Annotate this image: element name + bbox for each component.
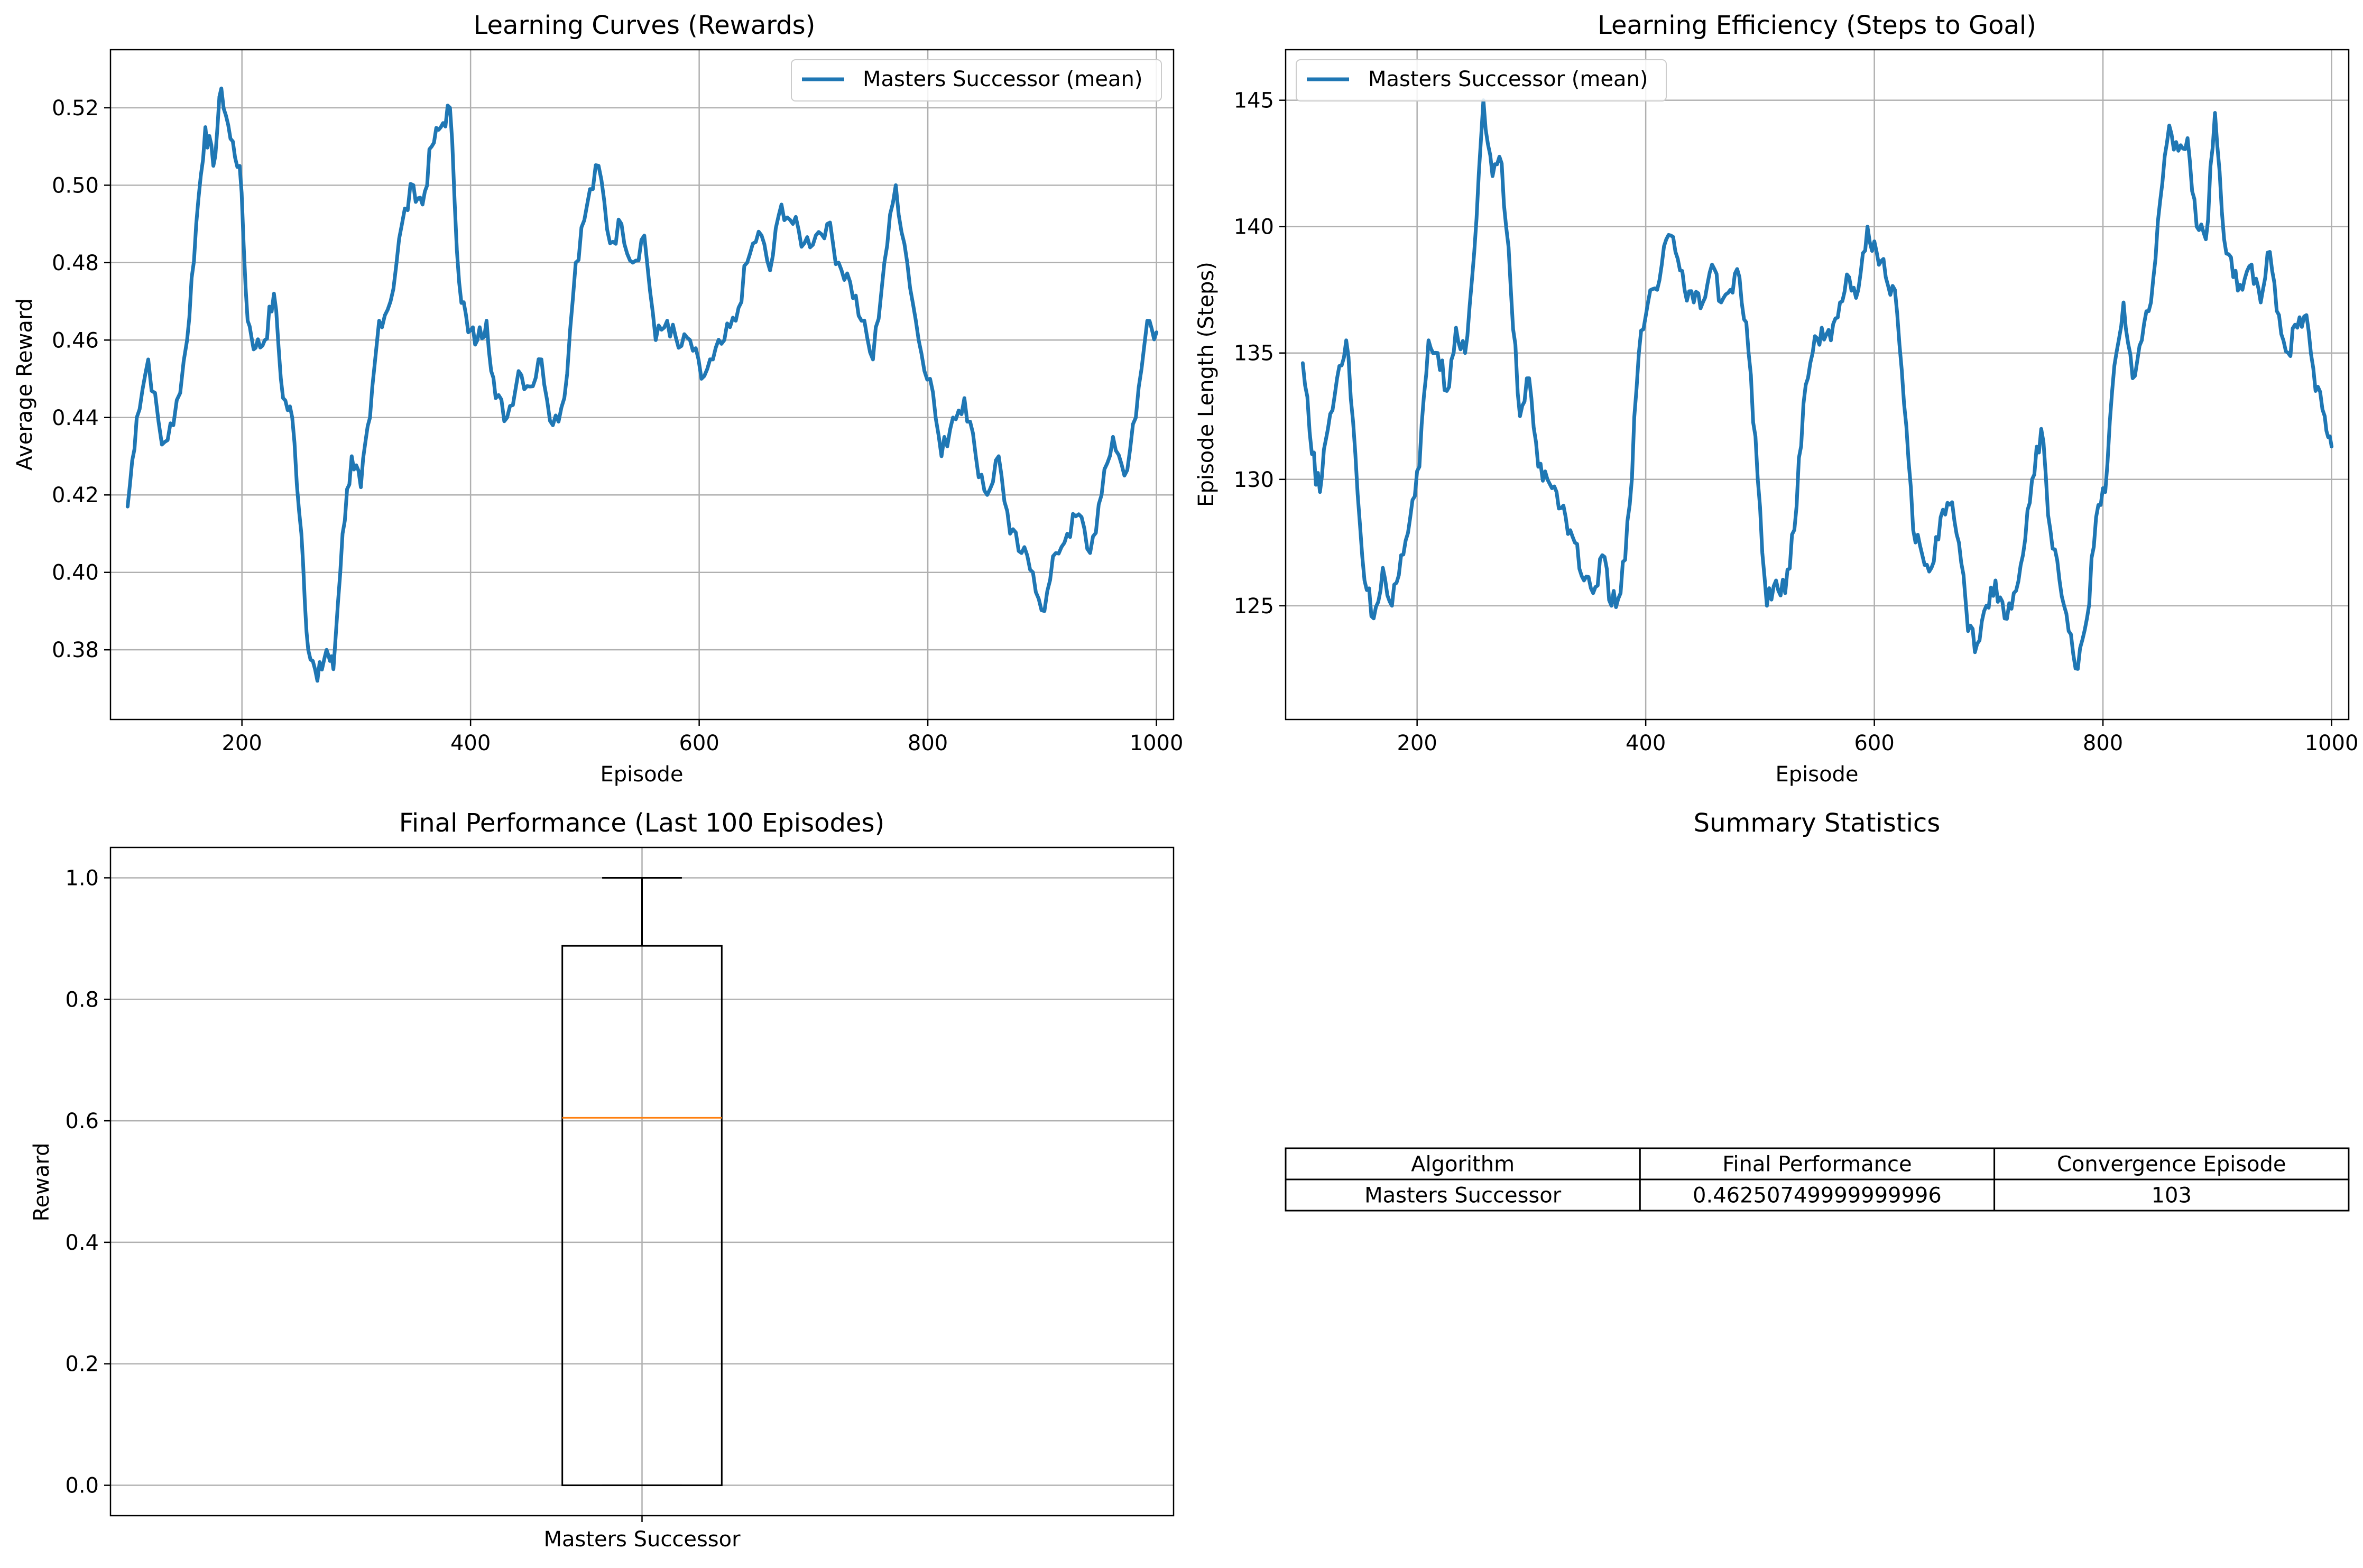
rewards-panel: Learning Curves (Rewards) 200 400 600 800 10…: [13, 11, 1183, 787]
rewards-series: [125, 86, 1159, 683]
steps-chart-title: Learning Efficiency (Steps to Goal): [1598, 11, 2036, 40]
table-cell-border: [1993, 1178, 2350, 1212]
box-ticks: 0.0 0.2 0.4 0.6 0.8 1.0 Masters Successor: [65, 866, 741, 1552]
box-chart-title: Final Performance (Last 100 Episodes): [399, 808, 884, 838]
table-cell: 0.46250749999999996: [1693, 1184, 1942, 1208]
steps-legend-label: Masters Successor (mean): [1368, 67, 1648, 91]
p1-y-tick-label: 0.40: [52, 561, 99, 585]
steps-x-axis-label: Episode: [1775, 762, 1858, 787]
summary-table: Algorithm Final Performance Convergence Ep…: [1285, 1147, 2350, 1212]
box-y-tick-label: 0.8: [65, 988, 99, 1012]
p1-y-tick-label: 0.42: [52, 483, 99, 508]
steps-panel: Learning Efficiency (Steps to Goal) 200 4…: [1194, 11, 2358, 787]
steps-plot-frame: [1285, 49, 2350, 721]
p1-series-line: [125, 86, 1159, 683]
p1-x-tick-label: 800: [908, 731, 948, 755]
steps-legend: Masters Successor (mean): [1296, 59, 1667, 102]
p2-x-tick-label: 600: [1854, 731, 1894, 755]
summary-panel: Summary Statistics Algorithm Final Perfor…: [1285, 808, 2350, 1212]
p1-y-tick-label: 0.44: [52, 406, 99, 430]
p2-y-tick-label: 140: [1234, 215, 1274, 239]
rewards-legend-label: Masters Successor (mean): [863, 67, 1142, 91]
p2-x-tick-label: 400: [1626, 731, 1666, 755]
p1-y-tick-label: 0.50: [52, 173, 99, 198]
rewards-legend-box: [791, 59, 1162, 102]
box-iqr-rect: [561, 945, 723, 1487]
p1-x-tick-label: 400: [450, 731, 491, 755]
box-y-tick-label: 0.4: [65, 1231, 99, 1255]
rewards-legend: Masters Successor (mean): [791, 59, 1162, 102]
rewards-plot-frame: [109, 49, 1175, 721]
rewards-chart-title: Learning Curves (Rewards): [474, 11, 816, 40]
table-header-cell: Algorithm: [1411, 1152, 1515, 1177]
table-cell-border: [1639, 1178, 1996, 1212]
p1-y-tick-label: 0.46: [52, 328, 99, 353]
p1-y-tick-label: 0.48: [52, 251, 99, 275]
box-grid: [110, 847, 1174, 1516]
steps-series: [1300, 98, 2334, 671]
rewards-ticks: 200 400 600 800 1000 0.38 0.40 0.42 0.44 0.46 0.48…: [52, 96, 1184, 755]
p2-x-tick-label: 800: [2083, 731, 2123, 755]
table-cell-border: [1285, 1147, 1641, 1180]
p2-y-tick-label: 145: [1234, 89, 1274, 113]
table-header-cell: Final Performance: [1722, 1152, 1912, 1177]
p2-series-line: [1300, 98, 2334, 671]
rewards-x-axis-label: Episode: [600, 762, 683, 787]
p1-y-tick-label: 0.52: [52, 96, 99, 121]
rewards-grid: [110, 50, 1174, 720]
table-cell: Masters Successor: [1364, 1184, 1562, 1208]
p2-x-tick-label: 200: [1397, 731, 1437, 755]
table-cell: 103: [2152, 1184, 2192, 1208]
box-panel: Final Performance (Last 100 Episodes) 0.…: [30, 808, 1175, 1552]
box-y-tick-label: 0.2: [65, 1352, 99, 1377]
box-x-tick-label: Masters Successor: [543, 1527, 741, 1552]
table-header-cell: Convergence Episode: [2057, 1152, 2286, 1177]
steps-ticks: 200 400 600 800 1000 125 130 135 140 145: [1234, 89, 2359, 755]
box-y-tick-label: 0.0: [65, 1474, 99, 1498]
p1-x-tick-label: 1000: [1130, 731, 1184, 755]
p2-y-tick-label: 135: [1234, 342, 1274, 366]
steps-y-axis-label: Episode Length (Steps): [1194, 262, 1219, 507]
p1-x-tick-label: 200: [221, 731, 262, 755]
p2-y-tick-label: 130: [1234, 468, 1274, 492]
box-y-tick-label: 0.6: [65, 1109, 99, 1133]
p2-y-tick-label: 125: [1234, 594, 1274, 619]
summary-title: Summary Statistics: [1694, 808, 1941, 838]
rewards-y-axis-label: Average Reward: [13, 298, 37, 471]
table-cell-border: [1639, 1147, 1996, 1180]
p1-y-tick-label: 0.38: [52, 638, 99, 662]
steps-legend-box: [1296, 59, 1667, 102]
box-y-tick-label: 1.0: [65, 866, 99, 890]
box-series: [561, 877, 723, 1487]
table-cell-border: [1285, 1178, 1641, 1212]
p2-x-tick-label: 1000: [2305, 731, 2359, 755]
box-y-axis-label: Reward: [30, 1143, 54, 1222]
p1-x-tick-label: 600: [679, 731, 719, 755]
